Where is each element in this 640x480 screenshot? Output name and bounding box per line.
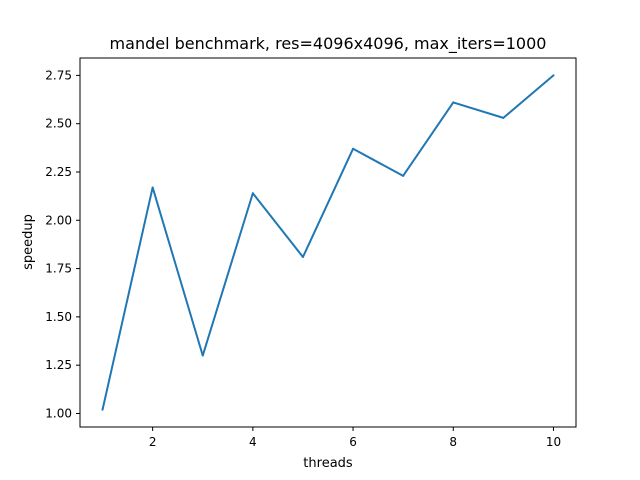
data-point	[352, 147, 355, 150]
y-tick-label: 2.50	[45, 117, 72, 131]
y-tick-label: 2.25	[45, 165, 72, 179]
x-tick-label: 10	[546, 435, 561, 449]
x-axis: 2 4 6 8 10	[149, 427, 561, 449]
axes-frame	[79, 57, 577, 428]
y-axis: 1.00 1.25 1.50 1.75 2.00 2.25 2.50 2.75	[45, 68, 80, 420]
x-tick-label: 4	[249, 435, 257, 449]
data-point	[101, 408, 104, 411]
data-point	[552, 74, 555, 77]
x-tick-label: 8	[449, 435, 457, 449]
chart-title: mandel benchmark, res=4096x4096, max_ite…	[110, 34, 547, 54]
data-point	[201, 354, 204, 357]
data-point	[151, 186, 154, 189]
data-point	[402, 174, 405, 177]
x-tick-label: 6	[349, 435, 357, 449]
x-axis-label: threads	[303, 456, 353, 471]
y-tick-label: 2.75	[45, 68, 72, 82]
data-point	[502, 116, 505, 119]
plot-area	[101, 74, 555, 411]
y-tick-label: 1.75	[45, 262, 72, 276]
speedup-series-line	[101, 74, 555, 411]
y-tick-label: 1.25	[45, 358, 72, 372]
y-axis-label: speedup	[21, 214, 36, 270]
y-tick-label: 1.50	[45, 310, 72, 324]
y-tick-label: 1.00	[45, 406, 72, 420]
y-tick-label: 2.00	[45, 213, 72, 227]
data-point	[452, 101, 455, 104]
data-point	[251, 192, 254, 195]
data-point	[301, 255, 304, 258]
x-tick-label: 2	[149, 435, 157, 449]
